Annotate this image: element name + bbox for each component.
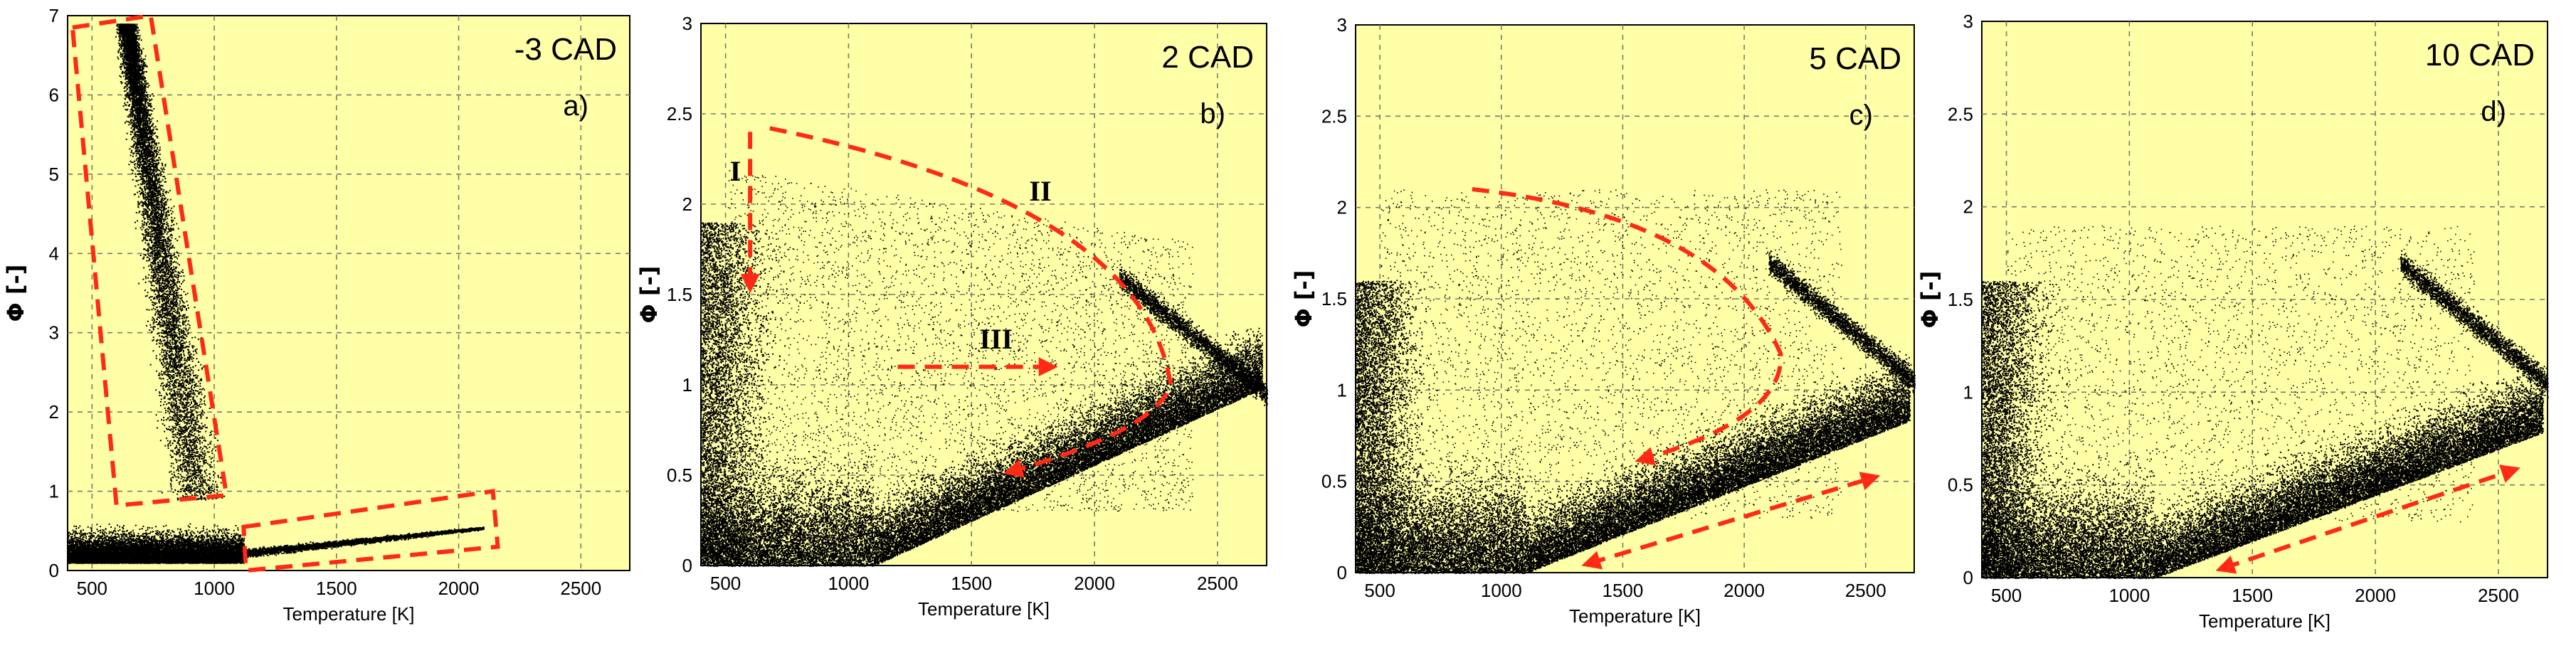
x-tick-label: 1000 — [194, 578, 235, 599]
y-tick-label: 3 — [1337, 14, 1347, 36]
y-tick-label: 2.5 — [667, 103, 692, 124]
y-tick-label: 0 — [49, 560, 59, 581]
scatter-points — [1356, 189, 1916, 574]
x-axis-label: Temperature [K] — [1569, 605, 1701, 627]
y-tick-label: 0.5 — [1321, 471, 1347, 492]
y-tick-label: 2.5 — [1948, 103, 1973, 124]
annotations — [2215, 465, 2520, 574]
y-tick-label: 2 — [1963, 196, 1973, 218]
plot-area — [67, 15, 630, 571]
y-tick-label: 3 — [49, 322, 59, 344]
x-tick-label: 500 — [710, 573, 741, 594]
y-tick-label: 1.5 — [1321, 288, 1347, 309]
panel-1: 500 1000 1500 2000 2500 0 0.5 1 1.5 2 2.5 3 Temperat… — [635, 13, 1268, 620]
y-tick-label: 3 — [682, 13, 692, 34]
y-tick-label: 1 — [1337, 379, 1347, 401]
x-tick-label: 2500 — [2478, 585, 2519, 606]
x-tick-label: 1000 — [2108, 585, 2150, 606]
panel-title: 10 CAD — [2425, 38, 2535, 73]
panel-letter: d) — [2481, 96, 2506, 127]
panel-letter: b) — [1200, 98, 1225, 129]
annotations — [1472, 187, 1881, 570]
dashed-rectangle-hot — [241, 489, 500, 573]
x-tick-label: 1500 — [2232, 585, 2273, 606]
panel-title: 5 CAD — [1809, 41, 1901, 76]
y-axis-label: Φ [-] — [1290, 270, 1317, 328]
double-arrow — [2215, 465, 2520, 574]
y-tick-label: 6 — [49, 84, 59, 105]
panel-3: 500 1000 1500 2000 2500 0 0.5 1 1.5 2 2.5 3 Temperat… — [1916, 11, 2549, 632]
y-tick-label: 3 — [1963, 11, 1973, 32]
y-tick-label: 5 — [49, 164, 59, 185]
y-tick-label: 0 — [1337, 562, 1347, 583]
x-tick-label: 2000 — [1724, 580, 1765, 601]
scatter-points — [68, 23, 485, 564]
panel-letter: c) — [1849, 100, 1873, 131]
x-tick-label: 1000 — [1481, 580, 1522, 601]
x-tick-label: 500 — [1364, 580, 1395, 601]
y-tick-label: 0 — [1963, 567, 1973, 588]
curved-arrow — [1472, 187, 1783, 466]
panel-letter: a) — [563, 90, 588, 122]
label-I: I — [730, 155, 741, 187]
y-tick-label: 1 — [1963, 381, 1973, 403]
y-axis-label: Φ [-] — [1916, 271, 1943, 329]
scatter-points — [701, 170, 1268, 567]
y-tick-label: 1.5 — [667, 284, 692, 305]
y-axis-label: Φ [-] — [2, 265, 29, 322]
panel-2: 500 1000 1500 2000 2500 0 0.5 1 1.5 2 2.5 3 Temperat… — [1290, 14, 1916, 627]
x-tick-label: 2500 — [1197, 573, 1238, 594]
x-tick-label: 1500 — [316, 578, 357, 599]
y-tick-label: 1.5 — [1948, 289, 1973, 310]
y-tick-label: 2 — [1337, 197, 1347, 218]
panel-0: 500 1000 1500 2000 2500 0 1 2 3 4 5 6 7 Temperature [… — [2, 5, 630, 625]
y-tick-label: 1 — [49, 481, 59, 502]
y-tick-label: 2 — [682, 193, 692, 215]
label-III: III — [979, 323, 1013, 355]
annotations — [70, 13, 500, 573]
y-tick-label: 0.5 — [667, 465, 692, 486]
x-axis-label: Temperature [K] — [918, 598, 1050, 620]
y-tick-label: 2 — [49, 401, 59, 423]
label-II: II — [1029, 175, 1051, 207]
y-tick-label: 2.5 — [1321, 105, 1347, 127]
y-tick-label: 1 — [682, 374, 692, 396]
x-tick-label: 2500 — [560, 578, 601, 599]
double-arrow — [1581, 472, 1881, 570]
y-tick-label: 4 — [49, 243, 59, 264]
x-tick-label: 500 — [77, 578, 107, 599]
panel-title: -3 CAD — [514, 32, 617, 67]
x-tick-label: 2000 — [2355, 585, 2396, 606]
x-tick-label: 1000 — [828, 573, 869, 594]
y-axis-label: Φ [-] — [635, 266, 663, 324]
y-tick-label: 7 — [49, 5, 59, 26]
x-tick-label: 500 — [1991, 585, 2022, 606]
x-axis-label: Temperature [K] — [283, 603, 415, 625]
panel-title: 2 CAD — [1161, 40, 1254, 75]
y-tick-label: 0 — [682, 555, 692, 576]
y-tick-label: 0.5 — [1948, 474, 1973, 496]
x-tick-label: 2000 — [1074, 573, 1115, 594]
x-tick-label: 1500 — [951, 573, 992, 594]
x-tick-label: 1500 — [1603, 580, 1644, 601]
x-axis-label: Temperature [K] — [2199, 610, 2330, 632]
x-tick-label: 2000 — [438, 578, 480, 599]
arrow-II — [769, 126, 1173, 478]
x-tick-label: 2500 — [1845, 580, 1886, 601]
